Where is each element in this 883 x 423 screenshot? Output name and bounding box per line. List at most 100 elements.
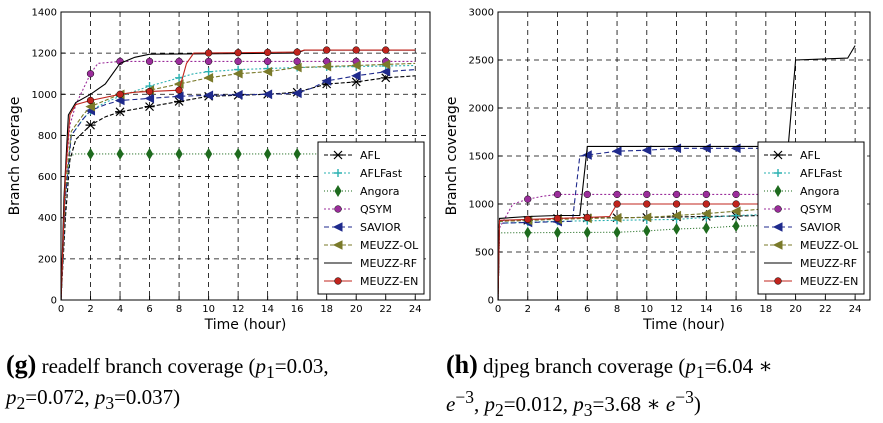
p2-label: p bbox=[6, 385, 17, 410]
x-tick-label: 10 bbox=[202, 304, 215, 315]
series-marker-angora bbox=[116, 147, 124, 160]
series-marker-meuzz-ol bbox=[203, 73, 214, 83]
caption-readelf: (g) readelf branch coverage (p1=0.03, p2… bbox=[6, 352, 440, 416]
legend-label-meuzz-rf: MEUZZ-RF bbox=[800, 257, 857, 270]
p1-label: p bbox=[255, 354, 267, 378]
y-tick-label: 1500 bbox=[469, 152, 494, 163]
legend-label-aflfast: AFLFast bbox=[800, 167, 843, 180]
series-marker-meuzz-ol bbox=[671, 210, 682, 221]
series-marker-qsym bbox=[204, 57, 213, 66]
x-tick-label: 18 bbox=[759, 304, 772, 315]
series-marker-qsym bbox=[175, 57, 183, 66]
series-marker-savior bbox=[173, 91, 184, 102]
p3-value: =0.037) bbox=[114, 385, 181, 410]
series-marker-savior bbox=[233, 89, 243, 100]
series-marker-aflfast bbox=[204, 67, 213, 76]
series-marker-qsym bbox=[293, 57, 301, 66]
exp1-base: e bbox=[446, 392, 456, 417]
series-line-meuzz-ol bbox=[61, 62, 416, 300]
series-marker-meuzz-en bbox=[382, 46, 390, 54]
series-line-angora bbox=[61, 153, 416, 300]
p2-sub: 2 bbox=[16, 393, 26, 414]
p1-value: =0.03, bbox=[274, 354, 329, 378]
x-axis-label: Time (hour) bbox=[642, 317, 725, 333]
x-tick-label: 16 bbox=[730, 304, 743, 315]
y-axis-label: Branch coverage bbox=[7, 97, 23, 216]
p3-sub: 3 bbox=[583, 400, 593, 421]
legend-label-aflfast: AFLFast bbox=[360, 167, 403, 180]
x-tick-label: 24 bbox=[849, 304, 862, 315]
y-tick-label: 200 bbox=[38, 254, 57, 265]
series-marker-meuzz-en bbox=[293, 48, 301, 56]
series-marker-savior bbox=[351, 70, 361, 81]
series-marker-angora bbox=[293, 147, 301, 160]
p1-sub: 1 bbox=[266, 362, 275, 383]
legend-marker-angora bbox=[774, 185, 782, 197]
p2-value: =0.072, bbox=[25, 385, 95, 410]
series-marker-angora bbox=[205, 147, 213, 160]
series-line-meuzz-ol bbox=[498, 203, 856, 300]
x-tick-label: 14 bbox=[700, 304, 713, 315]
series-marker-savior bbox=[641, 145, 652, 156]
series-marker-meuzz-ol bbox=[321, 61, 332, 72]
legend-label-meuzz-ol: MEUZZ-OL bbox=[360, 239, 419, 252]
legend-label-afl: AFL bbox=[800, 149, 821, 162]
legend-marker-afl bbox=[333, 150, 343, 160]
x-axis-label: Time (hour) bbox=[204, 317, 287, 333]
y-tick-label: 1400 bbox=[32, 8, 57, 19]
series-marker-qsym bbox=[145, 57, 154, 66]
y-axis-label: Branch coverage bbox=[444, 97, 460, 216]
series-marker-meuzz-en bbox=[672, 200, 681, 208]
x-tick-label: 22 bbox=[819, 304, 832, 315]
series-marker-meuzz-ol bbox=[351, 60, 361, 71]
legend-marker-meuzz-ol bbox=[772, 240, 783, 250]
p2-sub: 2 bbox=[494, 400, 504, 421]
y-tick-label: 2000 bbox=[469, 104, 494, 115]
series-marker-angora bbox=[672, 222, 681, 235]
series-marker-angora bbox=[643, 224, 651, 237]
caption-close: ) bbox=[693, 392, 701, 417]
legend-box bbox=[757, 141, 865, 295]
series-marker-savior bbox=[582, 150, 592, 160]
legend-label-afl: AFL bbox=[360, 149, 381, 162]
series-marker-savior bbox=[611, 146, 622, 157]
exp3-power: −3 bbox=[675, 387, 694, 408]
x-tick-label: 16 bbox=[291, 304, 304, 315]
y-tick-label: 400 bbox=[38, 213, 57, 224]
p1-value: =6.04 ∗ bbox=[704, 354, 773, 378]
series-marker-qsym bbox=[234, 57, 242, 66]
legend-label-qsym: QSYM bbox=[800, 203, 832, 216]
series-marker-qsym bbox=[702, 190, 710, 199]
x-tick-label: 4 bbox=[554, 304, 560, 315]
legend-marker-aflfast bbox=[334, 169, 342, 177]
series-marker-savior bbox=[144, 93, 155, 104]
series-marker-qsym bbox=[553, 190, 562, 199]
series-marker-meuzz-en bbox=[263, 48, 272, 57]
series-marker-aflfast bbox=[175, 73, 184, 82]
series-marker-meuzz-ol bbox=[262, 66, 273, 77]
series-marker-meuzz-en bbox=[732, 200, 740, 208]
legend-marker-meuzz-en bbox=[334, 277, 342, 285]
y-tick-label: 3000 bbox=[469, 8, 494, 19]
series-marker-savior bbox=[321, 76, 332, 86]
exp3-base: e bbox=[665, 392, 676, 417]
caption-tag: (h) bbox=[446, 350, 478, 379]
legend-label-meuzz-rf: MEUZZ-RF bbox=[360, 257, 417, 270]
series-marker-meuzz-en bbox=[116, 90, 124, 98]
series-marker-angora bbox=[613, 226, 621, 239]
series-line-afl bbox=[61, 75, 416, 300]
series-marker-meuzz-en bbox=[702, 200, 710, 208]
series-marker-meuzz-ol bbox=[611, 213, 622, 223]
p3-sub: 3 bbox=[105, 393, 115, 414]
legend: AFL AFLFast Angora QSYM SAVIOR MEUZZ-OL MEUZZ-… bbox=[317, 141, 425, 295]
series-marker-afl bbox=[115, 107, 126, 117]
series-group bbox=[61, 46, 416, 300]
x-tick-label: 24 bbox=[409, 304, 422, 315]
legend-label-meuzz-ol: MEUZZ-OL bbox=[800, 239, 859, 252]
series-marker-meuzz-en bbox=[553, 214, 562, 223]
series-marker-angora bbox=[524, 226, 532, 239]
legend-box bbox=[317, 141, 425, 295]
x-tick-label: 14 bbox=[261, 304, 274, 315]
series-marker-meuzz-en bbox=[583, 213, 591, 222]
plot-frame bbox=[60, 11, 431, 301]
